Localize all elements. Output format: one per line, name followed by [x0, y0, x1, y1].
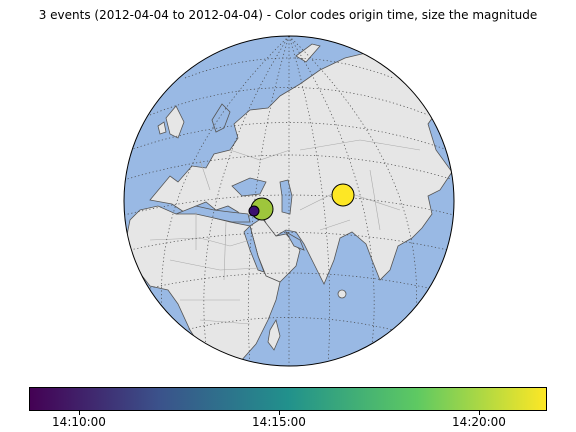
colorbar-tick-label: 14:10:00 — [52, 415, 106, 429]
colorbar-tick — [279, 411, 280, 415]
colorbar-tick-label: 14:20:00 — [452, 415, 506, 429]
graticule — [124, 36, 454, 366]
colorbar-tick — [479, 411, 480, 415]
persian-gulf — [284, 230, 305, 251]
country-borders — [149, 139, 421, 325]
madagascar — [267, 318, 281, 351]
event-marker-3[interactable] — [331, 183, 355, 207]
ireland — [157, 121, 167, 135]
red-sea — [243, 225, 265, 273]
colorbar-tick-label: 14:15:00 — [252, 415, 306, 429]
colorbar-tick — [79, 411, 80, 415]
baltic-sea — [211, 103, 231, 133]
map-title: 3 events (2012-04-04 to 2012-04-04) - Co… — [38, 8, 538, 22]
sri-lanka — [337, 289, 347, 299]
colorbar — [29, 387, 547, 411]
event-marker-1[interactable] — [248, 205, 260, 217]
mediterranean — [175, 205, 251, 223]
globe-outline — [123, 35, 455, 367]
great-britain — [165, 105, 185, 139]
novaya-zemlya — [295, 43, 321, 63]
black-sea — [231, 177, 267, 197]
